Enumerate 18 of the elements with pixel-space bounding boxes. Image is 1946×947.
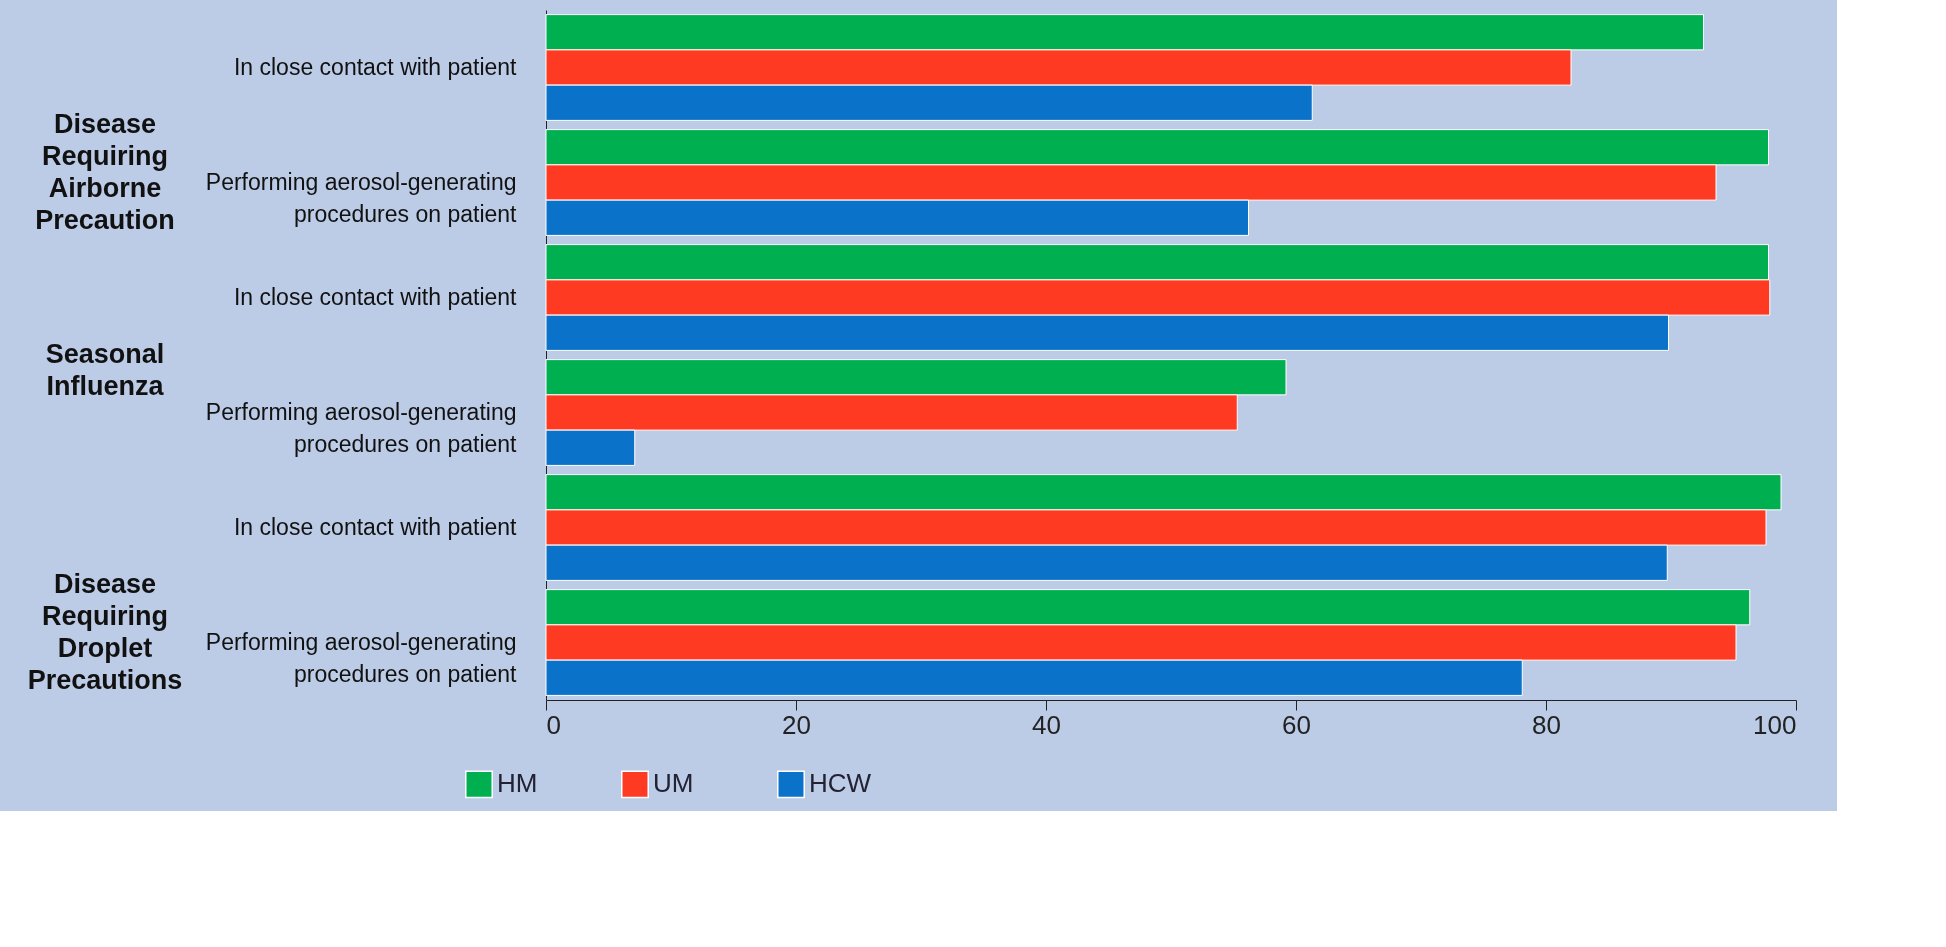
- text: Seasonal Influenza: [45, 339, 165, 401]
- x-tick-label: 40: [1032, 709, 1061, 740]
- text: Disease Requiring Droplet Precautions: [27, 569, 183, 695]
- y-tick-label: In close contact with patient: [233, 513, 518, 540]
- legend-label: HCW: [809, 768, 872, 799]
- legend-label: UM: [653, 768, 694, 799]
- legend-label: HM: [497, 768, 538, 799]
- y-tick-label: Performing aerosol-generating procedures on patient: [205, 398, 518, 457]
- x-tick-label: 20: [782, 709, 811, 740]
- y-tick-label: Performing aerosol-generating procedures on patient: [205, 168, 518, 227]
- x-tick-label: 100: [1753, 709, 1797, 740]
- y-tick-label: In close contact with patient: [233, 53, 518, 80]
- y-tick-label: In close contact with patient: [233, 283, 518, 310]
- x-tick-label: 0: [546, 709, 561, 740]
- text: Disease Requiring Airborne Precaution: [35, 109, 175, 235]
- y-tick-label: Performing aerosol-generating procedures on patient: [205, 628, 518, 687]
- x-tick-label: 60: [1282, 709, 1311, 740]
- x-tick-label: 80: [1532, 709, 1561, 740]
